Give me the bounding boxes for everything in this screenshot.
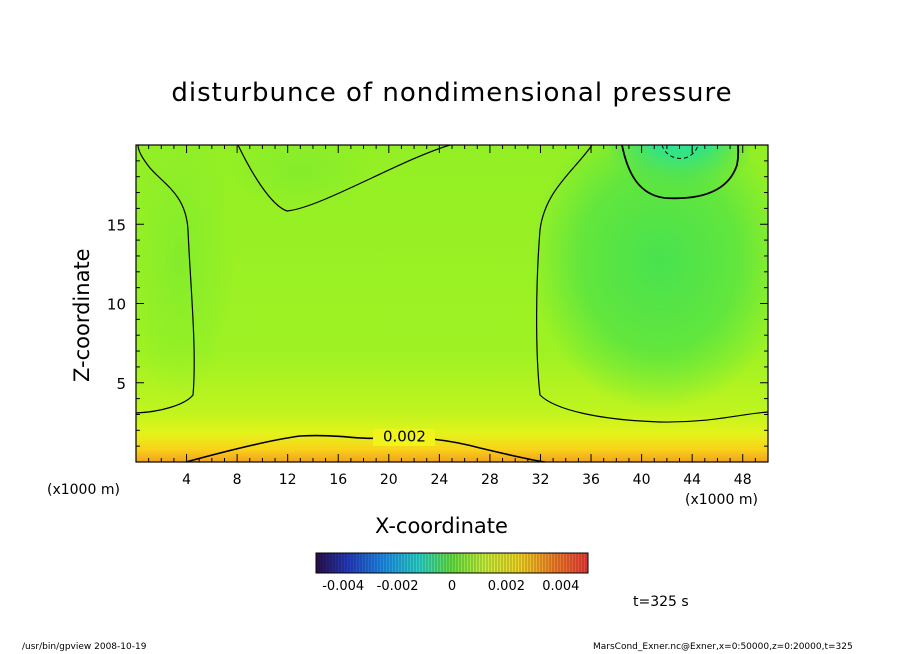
contour-top — [237, 145, 451, 212]
y-tick-label: 5 — [116, 375, 126, 393]
y-axis: 5 10 15 — [107, 160, 768, 447]
footer-right: MarsCond_Exner.nc@Exner,x=0:50000,z=0:20… — [593, 642, 853, 652]
contour-label: 0.002 — [383, 428, 426, 446]
contour-left — [136, 145, 195, 414]
contour-top-right — [621, 145, 740, 200]
colorbar-fill — [316, 553, 588, 573]
footer-left: /usr/bin/gpview 2008-10-19 — [22, 642, 147, 652]
x-tick-label: 48 — [734, 472, 752, 488]
colorbar-frame — [315, 552, 589, 574]
y-axis-label: Z-coordinate — [70, 248, 94, 382]
colorbar-tick-label: 0.004 — [542, 579, 579, 594]
y-tick-label: 10 — [107, 296, 126, 314]
colorbar-tick-label: 0 — [448, 579, 456, 594]
x-axis-label: X-coordinate — [375, 514, 508, 538]
x-tick-label: 24 — [430, 472, 448, 488]
time-label: t=325 s — [633, 594, 689, 610]
x-tick-label: 4 — [182, 472, 191, 488]
y-tick-label: 15 — [107, 216, 126, 234]
x-unit-right: (x1000 m) — [685, 492, 758, 508]
x-axis: 4 8 12 16 20 24 28 32 36 40 44 48 — [148, 145, 756, 488]
colorbar: -0.004 -0.002 0 0.002 0.004 — [315, 552, 589, 594]
heatmap-field — [136, 145, 768, 462]
colorbar-tick-label: -0.004 — [322, 579, 364, 594]
x-tick-label: 20 — [380, 472, 398, 488]
x-tick-label: 16 — [329, 472, 347, 488]
chart-title: disturbunce of nondimensional pressure — [171, 78, 733, 108]
x-tick-label: 32 — [532, 472, 550, 488]
x-tick-label: 28 — [481, 472, 499, 488]
x-tick-label: 40 — [633, 472, 651, 488]
x-tick-label: 36 — [582, 472, 600, 488]
x-tick-label: 44 — [683, 472, 701, 488]
x-unit-left: (x1000 m) — [47, 482, 120, 498]
contour-right — [536, 145, 768, 423]
x-tick-label: 8 — [233, 472, 242, 488]
colorbar-tick-label: 0.002 — [488, 579, 525, 594]
x-tick-label: 12 — [279, 472, 297, 488]
colorbar-tick-label: -0.002 — [377, 579, 419, 594]
contour-negative — [661, 145, 699, 159]
